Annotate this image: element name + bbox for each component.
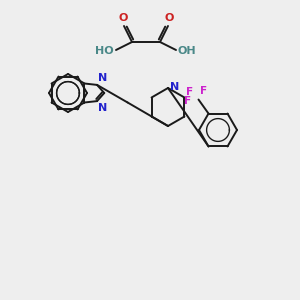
Text: HO: HO: [95, 46, 114, 56]
Text: N: N: [170, 82, 179, 92]
Text: O: O: [118, 13, 128, 23]
Text: F: F: [186, 86, 193, 97]
Text: F: F: [184, 95, 191, 106]
Text: N: N: [98, 103, 107, 113]
Text: F: F: [200, 85, 207, 95]
Text: N: N: [98, 73, 107, 83]
Text: OH: OH: [178, 46, 196, 56]
Text: O: O: [164, 13, 174, 23]
